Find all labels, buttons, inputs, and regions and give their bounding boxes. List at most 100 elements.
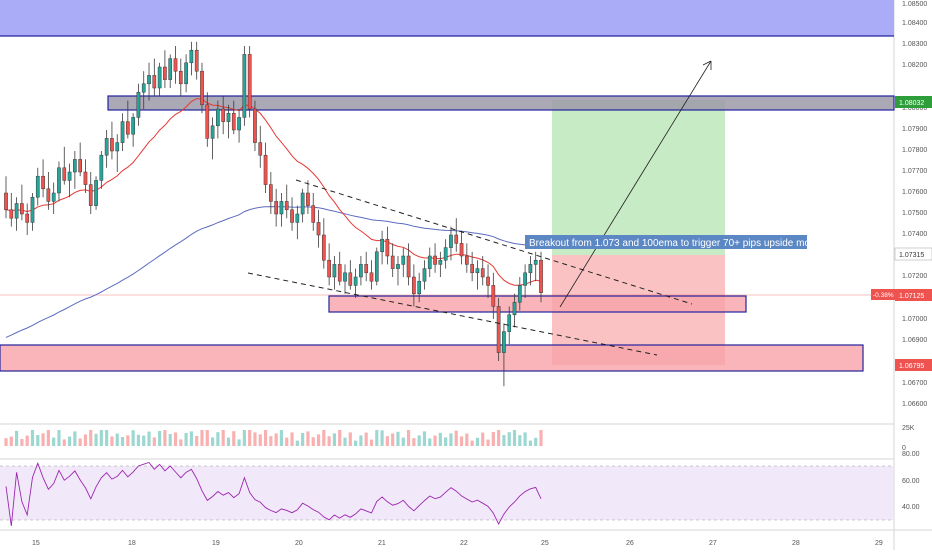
rsi-tick: 80.00 [902, 451, 920, 458]
volume-bar [502, 435, 506, 446]
bearish-candle-body [470, 264, 474, 274]
volume-bar [518, 435, 522, 446]
volume-bar [396, 431, 400, 446]
time-axis[interactable]: 15 18 19 20 21 22 25 26 27 28 29 [32, 540, 883, 547]
candle [216, 100, 220, 139]
bearish-candle-body [178, 70, 183, 85]
rsi-tick: 60.00 [902, 478, 920, 485]
volume-bar [364, 432, 368, 446]
candle [200, 62, 204, 114]
volume-bar [248, 430, 252, 446]
volume-bar [375, 430, 379, 446]
candle [189, 41, 194, 76]
volume-bar [290, 432, 294, 446]
volume-bar [4, 438, 8, 446]
bearish-candle-body [4, 192, 8, 211]
volume-bar [221, 430, 225, 446]
bearish-candle-body [25, 213, 30, 223]
candle [523, 264, 527, 298]
bullish-candle-body [136, 91, 141, 118]
candle [242, 46, 247, 126]
volume-bar [422, 431, 427, 446]
bearish-candle-body [247, 54, 252, 110]
volume-bar [57, 430, 61, 446]
candle [300, 188, 305, 223]
bullish-candle-body [380, 238, 384, 253]
candle [205, 92, 210, 147]
bullish-candle-body [359, 264, 363, 278]
annotation-text: Breakout from 1.073 and 100ema to trigge… [529, 238, 821, 249]
bullish-candle-body [168, 58, 173, 80]
bullish-candle-body [438, 259, 443, 265]
annotation-box[interactable] [525, 235, 807, 249]
candle [263, 142, 268, 193]
candle [385, 226, 390, 265]
candles-layer [4, 41, 543, 387]
reference-price-badge-text: 1.07315 [899, 252, 924, 259]
price-tick: 1.07200 [902, 273, 927, 280]
bullish-candle-body [216, 108, 220, 127]
candle [390, 243, 395, 277]
candle [417, 272, 422, 303]
bearish-candle-body [173, 58, 178, 72]
bearish-candle-body [412, 276, 416, 295]
time-tick: 25 [541, 540, 549, 547]
upper-trendline [295, 179, 693, 305]
rsi-line [5, 461, 542, 527]
bearish-candle-body [390, 255, 395, 269]
candle [311, 193, 316, 231]
bearish-candle-body [152, 75, 157, 89]
candle [433, 243, 437, 273]
bullish-candle-body [343, 272, 347, 282]
price-axis[interactable]: 1.08500 1.08400 1.08300 1.08200 1.08000 … [902, 1, 927, 408]
volume-bar [481, 432, 485, 446]
bullish-candle-body [502, 331, 506, 353]
candle [178, 58, 183, 97]
volume-tick: 0 [902, 445, 906, 452]
price-tick: 1.07400 [902, 231, 927, 238]
candle [306, 180, 310, 214]
bearish-candle-body [269, 184, 273, 202]
bearish-candle-body [337, 264, 342, 282]
candle [269, 172, 273, 214]
volume-layer [4, 430, 543, 446]
candle [136, 83, 141, 126]
candle [73, 151, 77, 189]
volume-bar [523, 432, 527, 446]
volume-bar [322, 430, 326, 446]
bearish-candle-body [258, 142, 263, 156]
bullish-candle-body [115, 142, 120, 152]
candle [459, 230, 464, 265]
zones-layer [0, 0, 895, 372]
change-percent-badge [871, 289, 896, 300]
volume-bar [253, 432, 257, 446]
bearish-candle-body [41, 175, 45, 190]
candle [131, 113, 135, 147]
bullish-candle-body [67, 171, 72, 181]
candle [30, 193, 35, 231]
rsi-layer [0, 461, 894, 527]
volume-bar [539, 430, 543, 446]
volume-bar [380, 430, 384, 446]
bearish-candle-body [231, 112, 236, 131]
bullish-candle-body [51, 192, 56, 202]
bearish-candle-body [496, 306, 501, 353]
candle [62, 146, 67, 185]
bearish-candle-body [327, 259, 331, 278]
bearish-candle-body [9, 209, 14, 219]
target-price-badge [895, 96, 932, 108]
volume-bar [497, 430, 501, 446]
volume-bar [512, 430, 517, 446]
price-tick: 1.08400 [902, 20, 927, 27]
volume-bar [67, 436, 72, 446]
volume-bar [285, 437, 289, 446]
volume-bar [332, 433, 337, 446]
bearish-candle-body [433, 255, 437, 265]
volume-bar [94, 433, 98, 446]
candle [253, 100, 257, 151]
volume-bar [412, 438, 416, 446]
volume-bar [136, 434, 141, 446]
bullish-candle-body [300, 192, 305, 215]
